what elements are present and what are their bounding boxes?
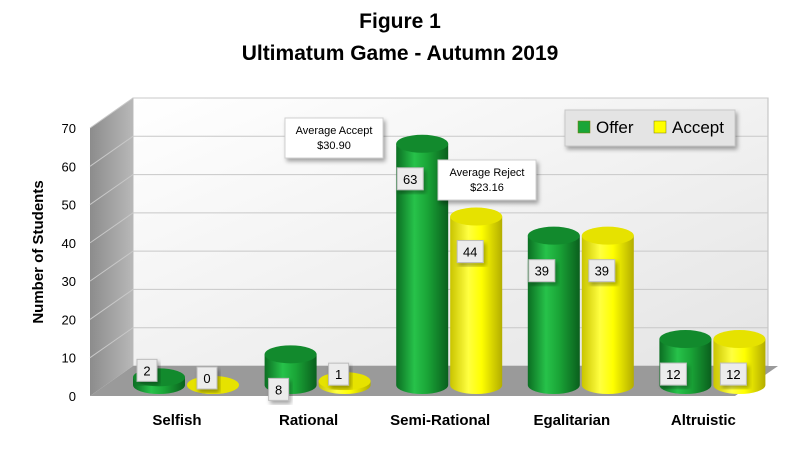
data-label: 0 bbox=[196, 366, 218, 390]
data-label: 63 bbox=[396, 167, 424, 191]
bar-offer-semi-rational bbox=[396, 134, 449, 394]
legend-item-accept: Accept bbox=[653, 118, 724, 137]
bar-accept-egalitarian bbox=[581, 226, 634, 394]
data-label: 1 bbox=[328, 362, 350, 386]
data-label: 39 bbox=[588, 259, 616, 283]
svg-text:44: 44 bbox=[463, 245, 477, 260]
annotation-line1: Average Accept bbox=[296, 125, 373, 137]
chart-title: Figure 1 bbox=[359, 10, 441, 33]
legend-label: Accept bbox=[672, 118, 724, 137]
svg-text:39: 39 bbox=[595, 264, 609, 279]
x-tick-label: Egalitarian bbox=[533, 412, 610, 429]
y-tick-label: 0 bbox=[69, 389, 76, 404]
data-label: 12 bbox=[719, 362, 747, 386]
chart-subtitle: Ultimatum Game - Autumn 2019 bbox=[241, 42, 559, 65]
svg-text:63: 63 bbox=[403, 172, 417, 187]
y-tick-label: 60 bbox=[62, 159, 76, 174]
annotations: Average Accept $30.90 Average Reject $23.16 bbox=[284, 117, 537, 201]
y-tick-label: 10 bbox=[62, 351, 76, 366]
svg-text:2: 2 bbox=[143, 363, 150, 378]
legend-item-offer: Offer bbox=[577, 118, 634, 137]
y-tick-label: 20 bbox=[62, 312, 76, 327]
gridline bbox=[89, 97, 768, 129]
y-axis-label: Number of Students bbox=[30, 180, 47, 323]
bars: 2 0 8 1 63 44 39 39 12 12 bbox=[133, 134, 766, 401]
svg-text:8: 8 bbox=[275, 382, 282, 397]
gridline bbox=[89, 135, 768, 167]
svg-text:0: 0 bbox=[203, 371, 210, 386]
svg-text:39: 39 bbox=[535, 264, 549, 279]
bar-accept-semi-rational bbox=[450, 207, 503, 394]
y-tick-label: 50 bbox=[62, 198, 76, 213]
data-label: 39 bbox=[528, 259, 556, 283]
svg-text:12: 12 bbox=[666, 367, 680, 382]
annotation-line1: Average Reject bbox=[449, 167, 524, 179]
y-tick-label: 70 bbox=[62, 121, 76, 136]
y-tick-label: 30 bbox=[62, 274, 76, 289]
x-tick-label: Altruistic bbox=[671, 412, 736, 429]
legend-swatch bbox=[653, 120, 667, 134]
legend-box bbox=[564, 109, 736, 147]
y-tick-label: 40 bbox=[62, 236, 76, 251]
annotation-box: Average Accept $30.90 bbox=[284, 117, 384, 159]
svg-text:1: 1 bbox=[335, 367, 342, 382]
data-label: 12 bbox=[659, 362, 687, 386]
side-wall bbox=[90, 98, 133, 396]
legend-label: Offer bbox=[596, 118, 634, 137]
data-label: 44 bbox=[456, 240, 484, 264]
annotation-line2: $30.90 bbox=[317, 140, 351, 152]
gridline bbox=[89, 212, 768, 244]
gridline bbox=[89, 174, 768, 205]
data-label: 2 bbox=[136, 358, 158, 382]
bar-offer-egalitarian bbox=[527, 226, 580, 394]
annotation-box: Average Reject $23.16 bbox=[437, 159, 537, 201]
x-tick-label: Selfish bbox=[152, 412, 201, 429]
legend: Offer Accept bbox=[564, 109, 736, 147]
x-tick-label: Rational bbox=[279, 412, 338, 429]
svg-text:12: 12 bbox=[726, 367, 740, 382]
legend-swatch bbox=[577, 120, 591, 134]
annotation-line2: $23.16 bbox=[470, 182, 504, 194]
x-tick-label: Semi-Rational bbox=[390, 412, 490, 429]
y-axis-ticks: 0 10 20 30 40 50 60 70 bbox=[62, 121, 76, 404]
x-axis-ticks: Selfish Rational Semi-Rational Egalitarian A… bbox=[152, 412, 736, 429]
data-label: 8 bbox=[268, 377, 290, 401]
